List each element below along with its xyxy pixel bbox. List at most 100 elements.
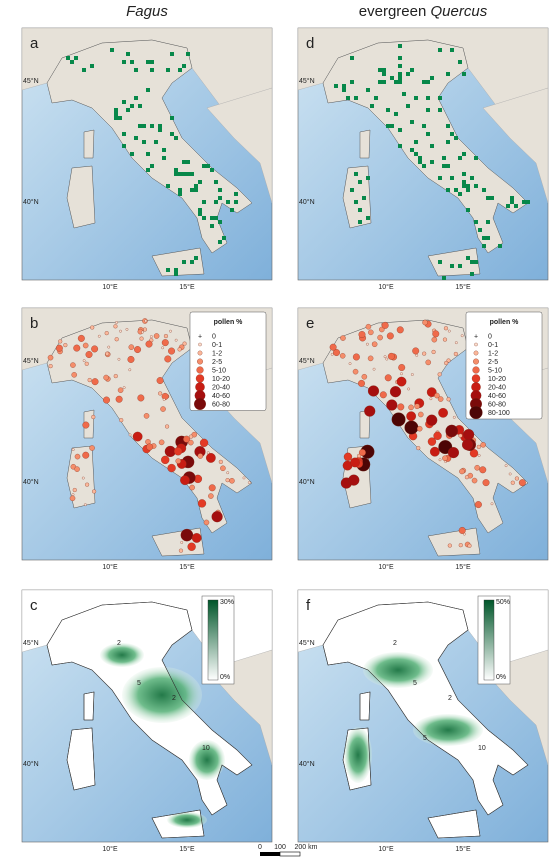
lon-label: 15°E (179, 845, 195, 853)
distribution-cell (162, 156, 166, 160)
distribution-cell (194, 256, 198, 260)
legend-symbol: + (198, 334, 202, 341)
distribution-cell (382, 72, 386, 76)
pollen-site (377, 334, 383, 341)
pollen-site (247, 481, 251, 484)
panel-letter: a (30, 35, 39, 52)
pollen-site (434, 392, 440, 399)
legend-symbol (474, 342, 478, 347)
legend-label: 10-20 (488, 376, 506, 383)
distribution-cell (458, 192, 462, 196)
distribution-cell (198, 212, 202, 216)
pollen-site (128, 368, 132, 372)
pollen-site (145, 340, 153, 348)
pollen-site (387, 352, 395, 360)
distribution-cell (438, 96, 442, 100)
legend-label: 60-80 (488, 402, 506, 409)
legend-label: 40-60 (488, 393, 506, 400)
distribution-cell (462, 152, 466, 156)
pollen-site (58, 339, 63, 344)
pollen-site (340, 335, 346, 341)
pollen-site (85, 351, 93, 358)
pollen-site (197, 453, 204, 459)
distribution-cell (458, 60, 462, 64)
pollen-site (188, 439, 194, 446)
distribution-cell (470, 272, 474, 276)
pollen-site (113, 374, 118, 379)
distribution-cell (150, 164, 154, 168)
distribution-cell (426, 80, 430, 84)
colorbar-label: 0% (496, 674, 506, 681)
distribution-cell (418, 160, 422, 164)
pollen-site (446, 397, 451, 402)
pollen-site (361, 374, 368, 380)
distribution-cell (410, 120, 414, 124)
land (206, 87, 273, 204)
pollen-site (366, 342, 369, 346)
distribution-cell (422, 80, 426, 84)
distribution-cell (386, 108, 390, 112)
lat-label: 45°N (23, 77, 39, 85)
pollen-site (348, 362, 352, 365)
pollen-site (510, 480, 515, 485)
distribution-cell (446, 72, 450, 76)
distribution-cell (450, 176, 454, 180)
pollen-site (55, 344, 63, 352)
scale-bar-label: 200 km (295, 844, 318, 851)
distribution-cell (186, 160, 190, 164)
pollen-site (161, 346, 164, 350)
contour-label: 5 (423, 735, 427, 742)
pollen-site (48, 364, 53, 369)
distribution-cell (194, 188, 198, 192)
pollen-site (187, 542, 196, 551)
legend-label: 10-20 (212, 376, 230, 383)
pollen-site (422, 351, 427, 356)
coast (151, 809, 205, 839)
distribution-cell (394, 80, 398, 84)
distribution-cell (166, 268, 170, 272)
pollen-site (445, 424, 458, 438)
pollen-site (229, 478, 235, 484)
distribution-cell (458, 156, 462, 160)
distribution-cell (130, 60, 134, 64)
distribution-cell (398, 80, 402, 84)
pollen-site (153, 333, 160, 339)
pollen-site (442, 337, 448, 342)
distribution-cell (398, 56, 402, 60)
distribution-cell (442, 276, 446, 280)
pollen-site (384, 374, 392, 382)
distribution-cell (430, 76, 434, 80)
pollen-site (400, 372, 403, 376)
legend-symbol (197, 350, 203, 356)
distribution-cell (446, 188, 450, 192)
distribution-cell (470, 260, 474, 264)
distribution-cell (466, 184, 470, 188)
distribution-cell (482, 236, 486, 240)
pollen-site (367, 385, 380, 397)
lat-label: 45°N (23, 639, 39, 647)
pollen-site (113, 324, 118, 329)
distribution-cell (178, 188, 182, 192)
distribution-cell (134, 96, 138, 100)
pollen-site (452, 415, 456, 419)
pollen-site (139, 336, 144, 341)
distribution-cell (390, 76, 394, 80)
coast (66, 727, 96, 791)
column-title: evergreen Quercus (359, 3, 488, 20)
distribution-cell (426, 132, 430, 136)
pollen-site (474, 465, 480, 471)
legend-title: pollen % (214, 319, 244, 326)
distribution-cell (446, 140, 450, 144)
pollen-site (158, 439, 165, 446)
panel-letter: f (306, 597, 311, 614)
pollen-site (426, 387, 437, 398)
pollen-site (70, 362, 76, 368)
distribution-cell (366, 176, 370, 180)
legend-symbol (472, 366, 480, 374)
coast (359, 691, 371, 721)
pollen-site (429, 446, 440, 457)
pollen-site (462, 439, 474, 451)
pollen-site (115, 395, 123, 403)
distribution-cell (182, 64, 186, 68)
